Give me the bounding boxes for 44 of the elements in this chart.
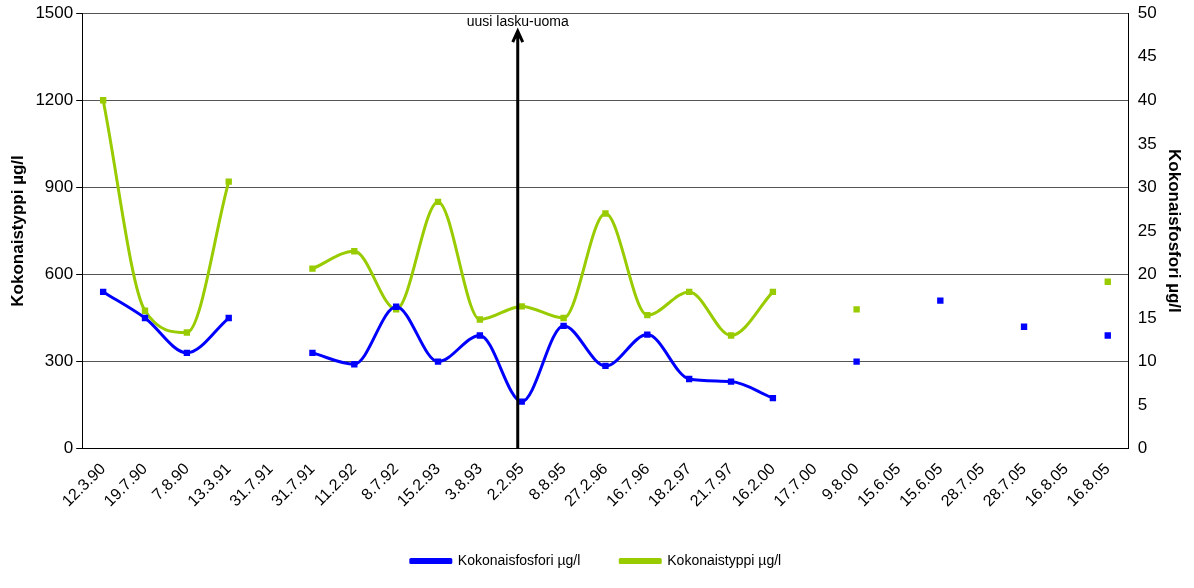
- y2-tick-label: 35: [1137, 133, 1157, 153]
- point: [183, 329, 191, 336]
- y-tick-label: 300: [44, 351, 74, 371]
- point: [644, 331, 651, 338]
- y-tick-label: 1500: [35, 2, 74, 22]
- y-tick-label: 600: [44, 264, 74, 284]
- y2-tick-label: 10: [1137, 351, 1157, 371]
- point: [727, 332, 735, 339]
- point: [727, 378, 735, 385]
- point: [602, 210, 609, 217]
- y2-axis-title: Kokonaisfosfori µg/l: [1165, 149, 1185, 313]
- y2-tick-label: 15: [1137, 307, 1157, 327]
- y-tick-label: 1200: [35, 89, 74, 109]
- y2-tick-label: 20: [1137, 264, 1157, 284]
- point: [476, 316, 484, 323]
- legend-label: Kokonaistyppi µg/l: [667, 551, 782, 568]
- y-tick-label: 0: [63, 438, 74, 458]
- point: [560, 322, 567, 330]
- point: [225, 178, 232, 185]
- y2-tick-label: 50: [1137, 2, 1157, 22]
- y-tick-label: 900: [44, 177, 74, 197]
- y2-tick-label: 0: [1137, 438, 1148, 458]
- point: [560, 314, 567, 322]
- y-axis-title: Kokonaistyppi µg/l: [7, 155, 27, 307]
- y2-tick-label: 30: [1137, 177, 1157, 197]
- y2-tick-label: 5: [1137, 394, 1148, 414]
- point: [644, 311, 651, 319]
- point: [225, 314, 232, 322]
- point: [434, 358, 442, 365]
- point: [518, 398, 525, 405]
- point: [518, 303, 525, 310]
- point: [476, 332, 484, 339]
- point: [602, 362, 609, 370]
- y2-tick-label: 25: [1137, 220, 1157, 240]
- ref-line-label: uusi lasku-uoma: [466, 13, 569, 30]
- point: [309, 349, 316, 357]
- point: [309, 265, 316, 272]
- y2-tick-label: 40: [1137, 89, 1157, 109]
- point: [853, 358, 860, 365]
- legend-label: Kokonaisfosfori µg/l: [457, 551, 581, 568]
- point: [937, 297, 944, 304]
- point: [1104, 332, 1111, 339]
- y2-tick-label: 45: [1137, 46, 1157, 66]
- point: [853, 306, 860, 313]
